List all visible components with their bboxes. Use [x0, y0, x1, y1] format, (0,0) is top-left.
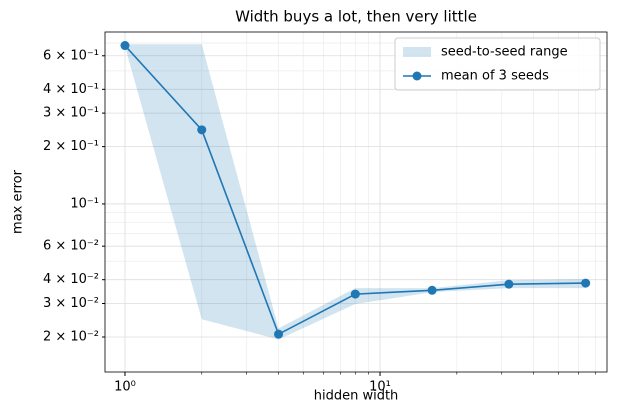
x-tick-label: 10¹	[369, 380, 391, 395]
y-tick-label: 2 × 10⁻¹	[43, 139, 99, 154]
x-tick-label: 10⁰	[114, 380, 136, 395]
chart-title: Width buys a lot, then very little	[235, 8, 477, 26]
y-tick-label: 4 × 10⁻²	[43, 272, 99, 287]
y-tick-label: 10⁻¹	[70, 196, 99, 211]
mean-marker	[504, 279, 514, 289]
y-tick-label: 6 × 10⁻²	[43, 239, 99, 254]
y-axis-label: max error	[11, 169, 26, 234]
legend-label: mean of 3 seeds	[441, 69, 549, 84]
legend-label: seed-to-seed range	[441, 45, 568, 60]
mean-marker	[197, 125, 207, 135]
mean-marker	[427, 285, 437, 295]
mean-marker	[274, 329, 284, 339]
legend-swatch	[403, 47, 431, 57]
mean-marker	[120, 41, 130, 51]
x-axis-label: hidden width	[314, 389, 399, 404]
mean-marker	[581, 278, 591, 288]
y-tick-label: 2 × 10⁻²	[43, 330, 99, 345]
range-band	[124, 44, 586, 340]
y-tick-label: 3 × 10⁻¹	[43, 106, 99, 121]
legend-box	[394, 37, 601, 91]
legend-marker	[412, 71, 422, 81]
y-tick-label: 3 × 10⁻²	[43, 296, 99, 311]
plot-frame	[104, 31, 608, 373]
y-tick-label: 6 × 10⁻¹	[43, 48, 99, 63]
mean-marker	[350, 289, 360, 299]
y-tick-label: 4 × 10⁻¹	[43, 82, 99, 97]
